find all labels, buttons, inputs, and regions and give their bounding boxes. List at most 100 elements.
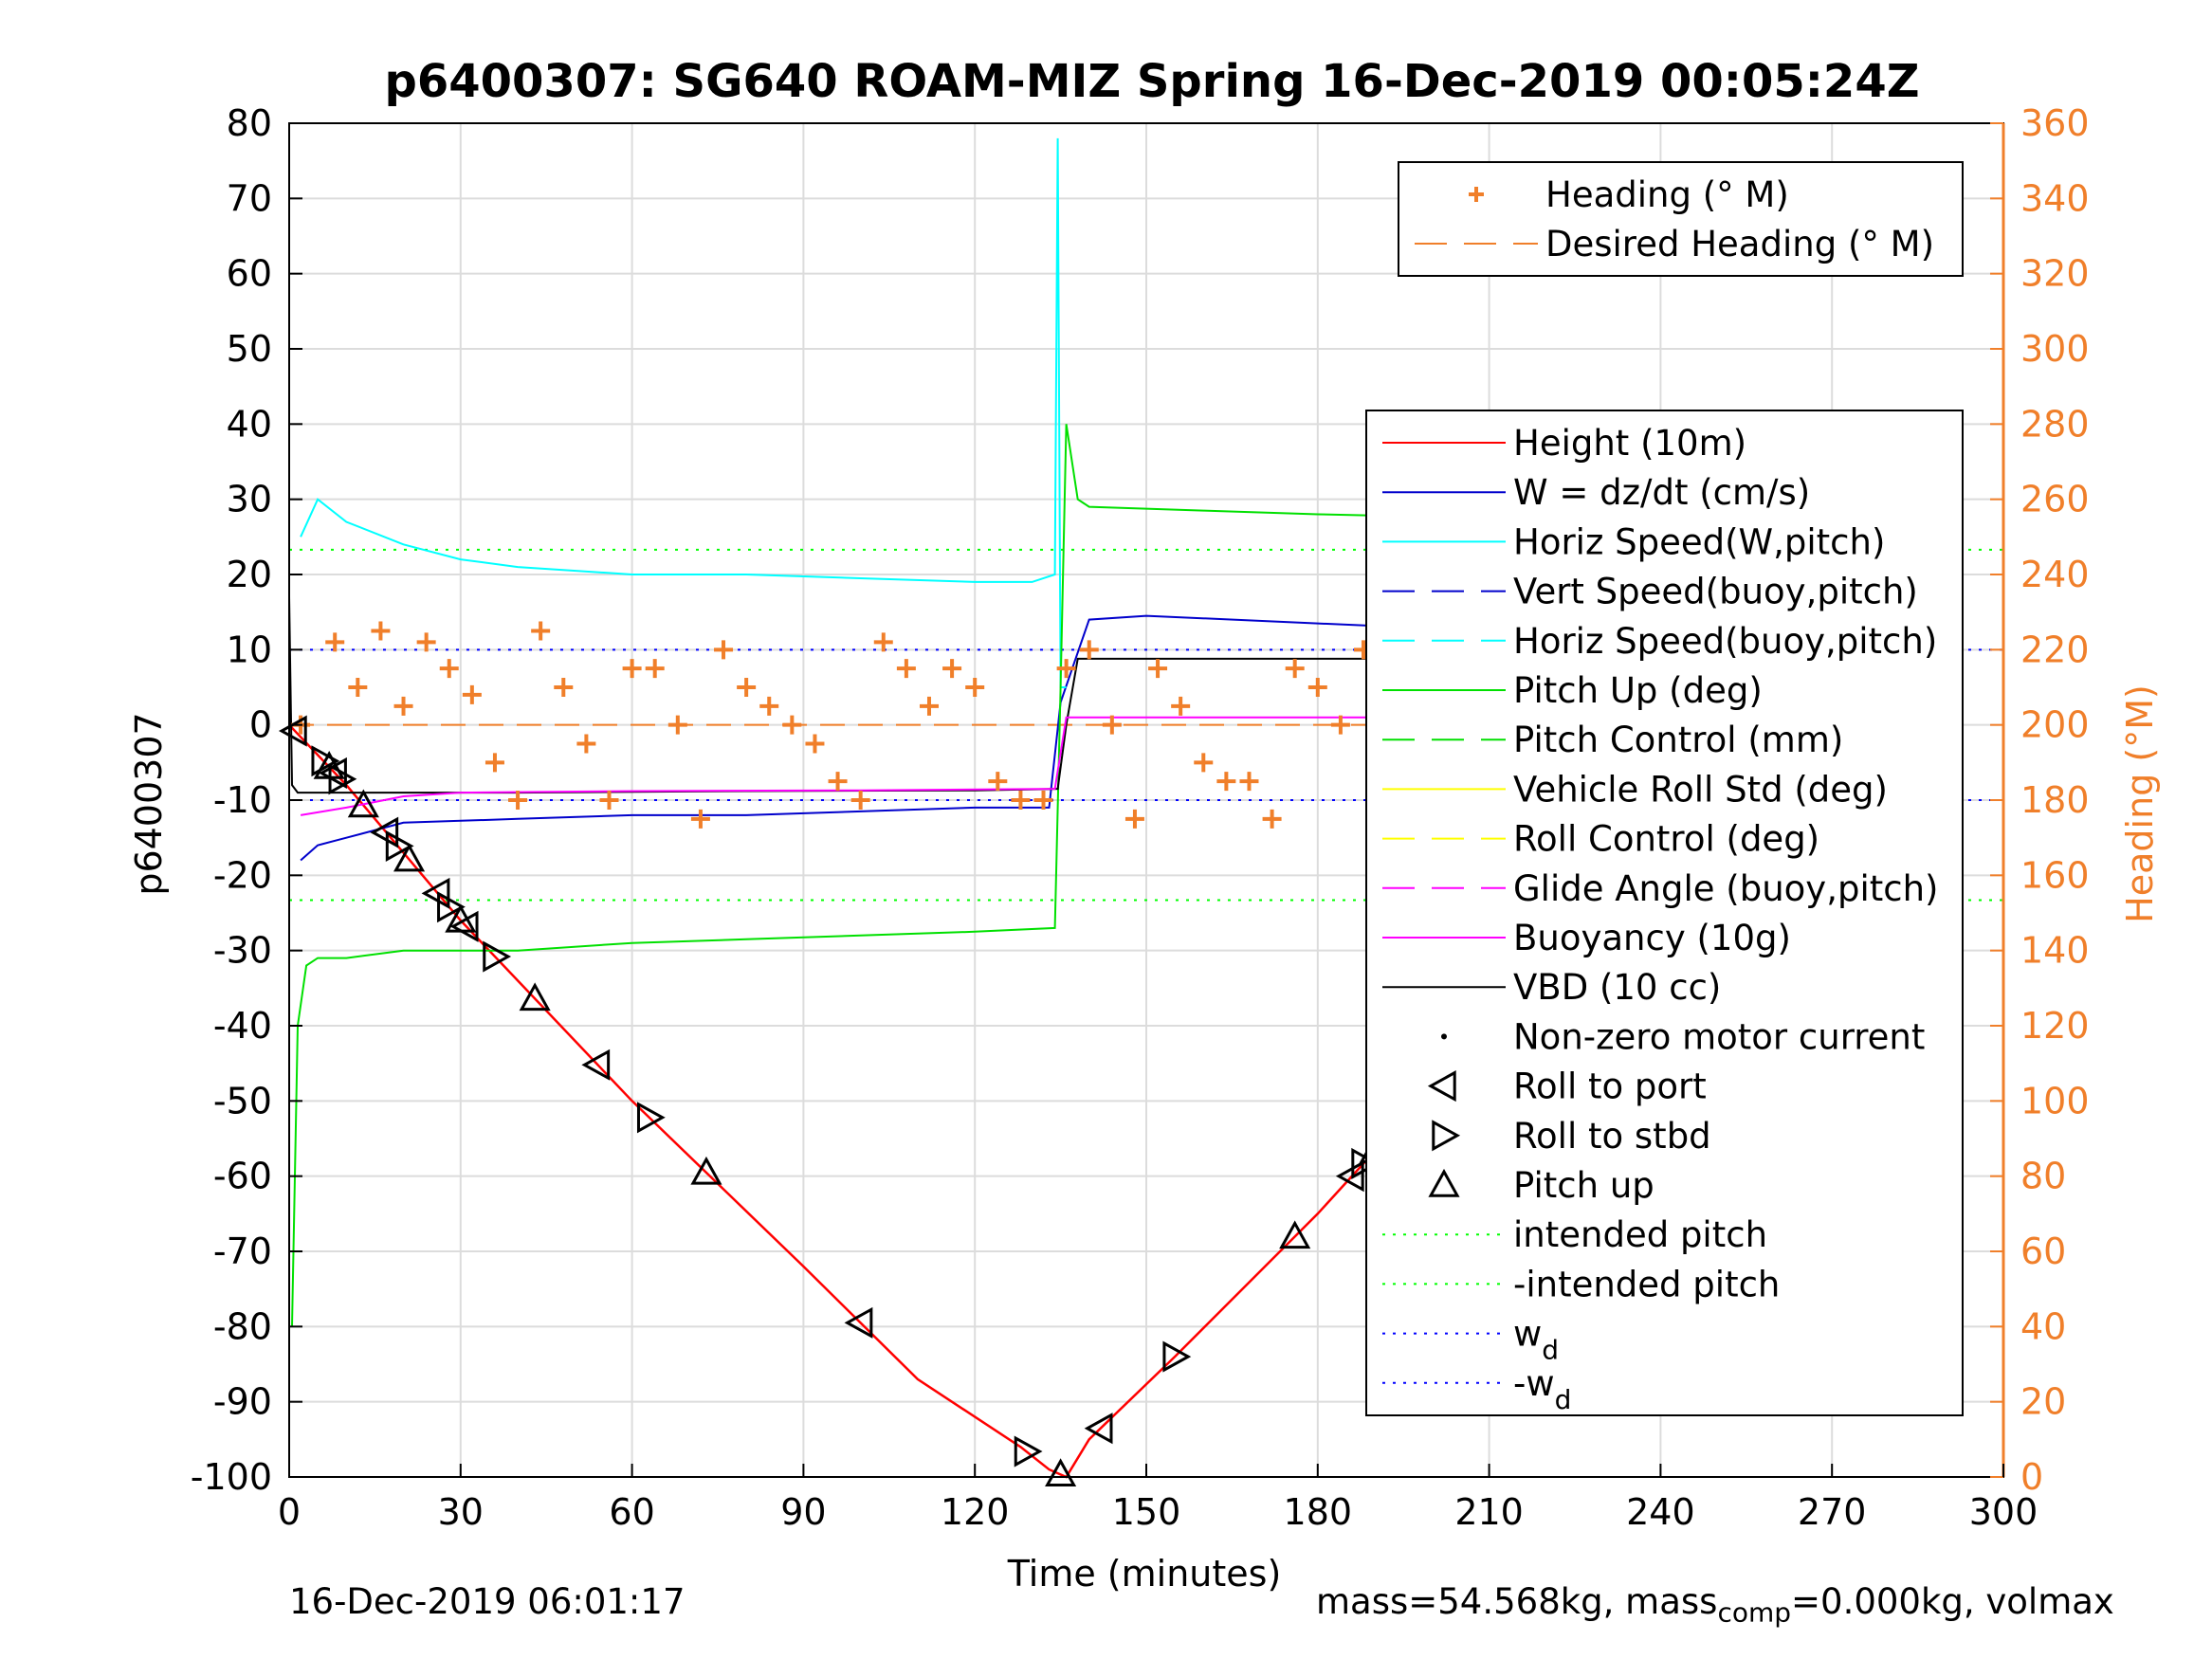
legend-entry-label: Height (10m) [1513,423,1746,464]
heading-point [393,696,413,716]
y2-tick-label: 120 [2020,1005,2090,1047]
heading-point [599,791,619,810]
footer-mass-text-post: =0.000kg, volmax [1791,1581,2114,1622]
x-tick-label: 120 [941,1491,1010,1533]
event-marker [844,1306,873,1339]
event-marker [1279,1220,1311,1249]
legend-main: Height (10m) W = dz/dt (cm/s) Horiz Speed(… [1365,410,1964,1416]
heading-point [1330,715,1350,735]
heading-point [439,659,459,679]
y-axis-left: -100-90-80-70-60-50-40-30-20-10010203040… [191,102,302,1498]
legend-entry-label: Pitch Control (mm) [1513,720,1843,760]
y2-tick-label: 0 [2020,1456,2043,1498]
event-marker [1162,1340,1192,1373]
y-tick-label: 70 [227,177,272,219]
y2-tick-label: 260 [2020,479,2090,520]
series-line-5 [300,716,1850,816]
legend-entry-label: Vehicle Roll Std (deg) [1513,769,1888,810]
heading-point [1171,696,1191,716]
heading-point [1216,772,1236,792]
legend-entry-label: Non-zero motor current [1513,1016,1925,1057]
y-tick-label: -70 [213,1231,272,1272]
chart-title: p6400307: SG640 ROAM-MIZ Spring 16-Dec-2… [384,55,1919,108]
series-line-2 [300,137,1067,688]
heading-point [371,621,391,641]
legend-swatch [1428,1168,1460,1197]
x-tick-label: 210 [1454,1491,1524,1533]
heading-point [690,809,710,829]
x-tick-label: 240 [1626,1491,1695,1533]
legend-swatch [1469,187,1484,202]
y2-tick-label: 280 [2020,403,2090,445]
y-tick-label: -90 [213,1381,272,1423]
legend-entry-sub: d [1555,1384,1572,1415]
y-tick-label: 80 [227,102,272,144]
legend-entry-label: Heading (° M) [1545,174,1789,215]
y-axis-right: 0 20 40 60 80 100 120 140 160 180 200 220 240 260 280 3… [1990,102,2090,1498]
footer-mass-sub: comp [1717,1596,1792,1629]
y2-tick-label: 80 [2020,1156,2066,1197]
event-marker [1045,1458,1077,1487]
legend-entry-label: Buoyancy (10g) [1513,918,1791,958]
legend-swatch [1432,1120,1461,1152]
event-marker [370,816,399,848]
heading-point [988,772,1008,792]
legend-swatch [1427,1070,1456,1103]
heading-point [1194,753,1214,773]
y-tick-label: 40 [227,403,272,445]
y-tick-label: -10 [213,779,272,821]
event-marker [1014,1435,1043,1468]
heading-point [1148,659,1168,679]
y2-tick-label: 360 [2020,102,2090,144]
heading-point [462,684,482,704]
heading-point [622,659,642,679]
y-tick-label: -20 [213,854,272,896]
event-marker [636,1102,666,1134]
x-tick-label: 180 [1284,1491,1353,1533]
event-marker [1335,1160,1364,1193]
legend-entry-label: Roll to port [1513,1066,1707,1107]
x-axis-label: Time (minutes) [1007,1553,1282,1595]
y2-tick-label: 340 [2020,177,2090,219]
legend-entry-label: Vert Speed(buoy,pitch) [1513,572,1918,612]
y-tick-label: -40 [213,1005,272,1047]
y2-tick-label: 200 [2020,704,2090,746]
y2-tick-label: 40 [2020,1305,2066,1347]
y-tick-label: 10 [227,629,272,670]
heading-point [576,734,596,754]
y-axis-label: p6400307 [128,712,170,895]
y2-tick-label: 320 [2020,253,2090,295]
legend-entry-label: Pitch up [1513,1165,1654,1206]
heading-point [667,715,687,735]
heading-point [805,734,825,754]
heading-point [828,772,848,792]
legend-entry-label: W = dz/dt (cm/s) [1513,472,1810,513]
heading-point [325,632,345,652]
legend-entry-label: VBD (10 cc) [1513,967,1721,1008]
legend-entry-label: Desired Heading (° M) [1545,224,1934,264]
legend-box [1365,410,1964,1416]
heading-point [484,753,504,773]
legend-entry-sub: d [1542,1335,1559,1366]
heading-point [1262,809,1282,829]
x-tick-label: 60 [609,1491,654,1533]
legend-entry-label: intended pitch [1513,1214,1767,1255]
y2-tick-label: 160 [2020,854,2090,896]
heading-point [965,678,985,697]
heading-point [896,659,916,679]
heading-point [1056,659,1076,679]
legend-heading: Heading (° M) Desired Heading (° M) [1398,161,1964,277]
heading-point [531,621,551,641]
heading-point [1307,678,1327,697]
event-marker [449,910,479,942]
y2-tick-label: 240 [2020,554,2090,595]
y-tick-label: -30 [213,930,272,972]
heading-point [759,696,779,716]
legend-swatch [1441,1033,1447,1040]
footer-mass-info: mass=54.568kg, masscomp=0.000kg, volmax [1316,1581,2114,1628]
event-marker [581,1048,611,1081]
legend-entry-label: Horiz Speed(buoy,pitch) [1513,621,1937,662]
x-tick-label: 300 [1969,1491,2038,1533]
legend-entry-label: Roll Control (deg) [1513,819,1819,860]
